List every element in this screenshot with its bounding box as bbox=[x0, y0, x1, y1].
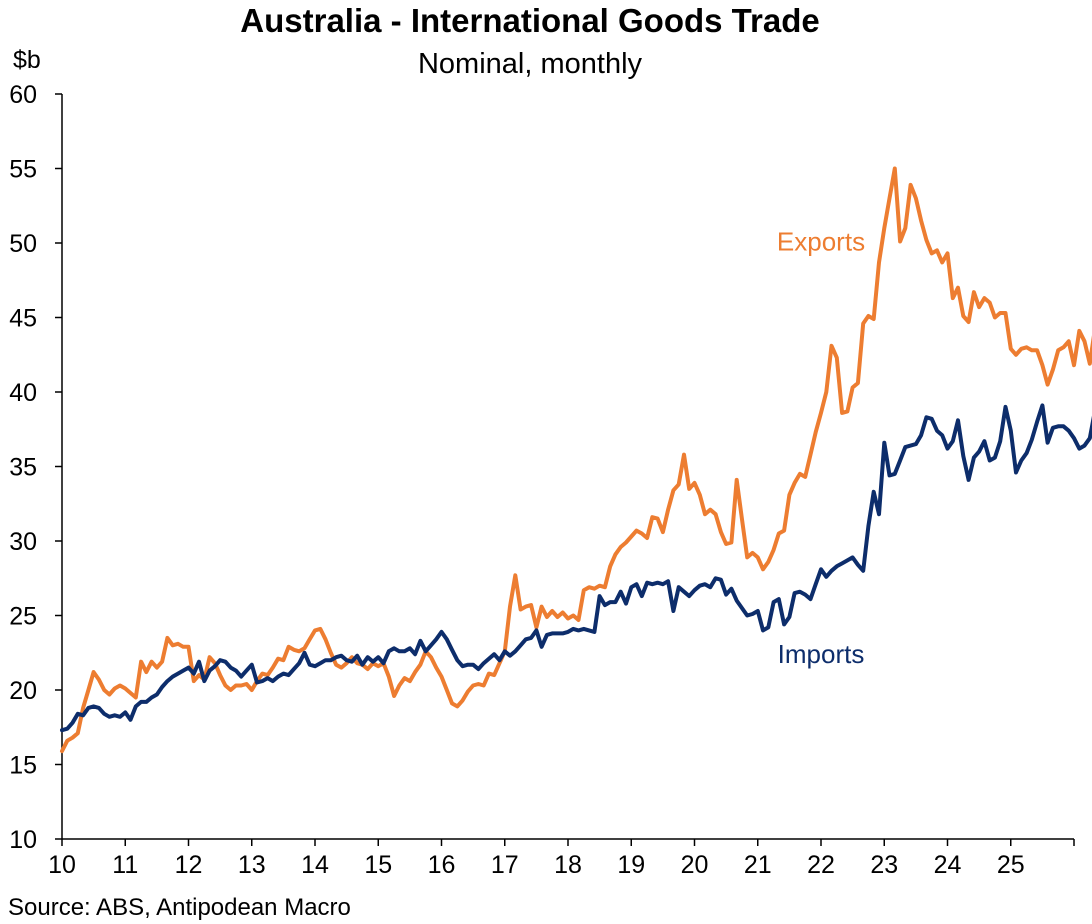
y-tick-label: 50 bbox=[9, 230, 37, 258]
annotation-imports: Imports bbox=[778, 639, 865, 669]
y-tick-label: 10 bbox=[9, 826, 37, 854]
x-tick-label: 16 bbox=[428, 851, 456, 879]
x-tick-label: 24 bbox=[934, 851, 962, 879]
y-tick-label: 15 bbox=[9, 752, 37, 780]
x-tick-label: 20 bbox=[681, 851, 709, 879]
y-tick-label: 45 bbox=[9, 305, 37, 333]
x-tick-label: 12 bbox=[175, 851, 203, 879]
chart-title: Australia - International Goods Trade bbox=[240, 2, 820, 39]
chart-subtitle: Nominal, monthly bbox=[417, 48, 643, 80]
y-tick-label: 60 bbox=[9, 81, 37, 109]
x-tick-label: 11 bbox=[112, 851, 138, 879]
y-ticks: 10 15 20 25 30 35 40 45 50 55 60 bbox=[9, 81, 62, 854]
x-tick-label: 25 bbox=[997, 851, 1025, 879]
x-ticks: 10 11 12 13 14 15 16 17 18 19 20 21 22 23 24 25 bbox=[48, 839, 1075, 879]
series-line-imports bbox=[60, 403, 1092, 733]
series-line-exports bbox=[60, 166, 1092, 754]
y-tick-label: 20 bbox=[9, 677, 37, 705]
source-note: Source: ABS, Antipodean Macro bbox=[8, 894, 351, 921]
series-lines bbox=[60, 166, 1092, 754]
y-tick-label: 40 bbox=[9, 379, 37, 407]
x-tick-label: 10 bbox=[48, 851, 76, 879]
x-tick-label: 14 bbox=[301, 851, 329, 879]
y-tick-label: 35 bbox=[9, 454, 37, 482]
x-tick-label: 13 bbox=[238, 851, 266, 879]
x-tick-label: 15 bbox=[364, 851, 392, 879]
y-tick-label: 30 bbox=[9, 528, 37, 556]
x-tick-label: 22 bbox=[807, 851, 835, 879]
series-annotations: Exports Imports bbox=[777, 226, 865, 669]
annotation-exports: Exports bbox=[777, 226, 865, 256]
y-tick-label: 25 bbox=[9, 603, 37, 631]
x-tick-label: 19 bbox=[617, 851, 645, 879]
x-tick-label: 21 bbox=[744, 851, 772, 879]
y-axis-label: $b bbox=[13, 46, 41, 74]
x-tick-label: 17 bbox=[491, 851, 519, 879]
x-tick-label: 23 bbox=[870, 851, 898, 879]
y-tick-label: 55 bbox=[9, 156, 37, 184]
x-tick-label: 18 bbox=[554, 851, 582, 879]
